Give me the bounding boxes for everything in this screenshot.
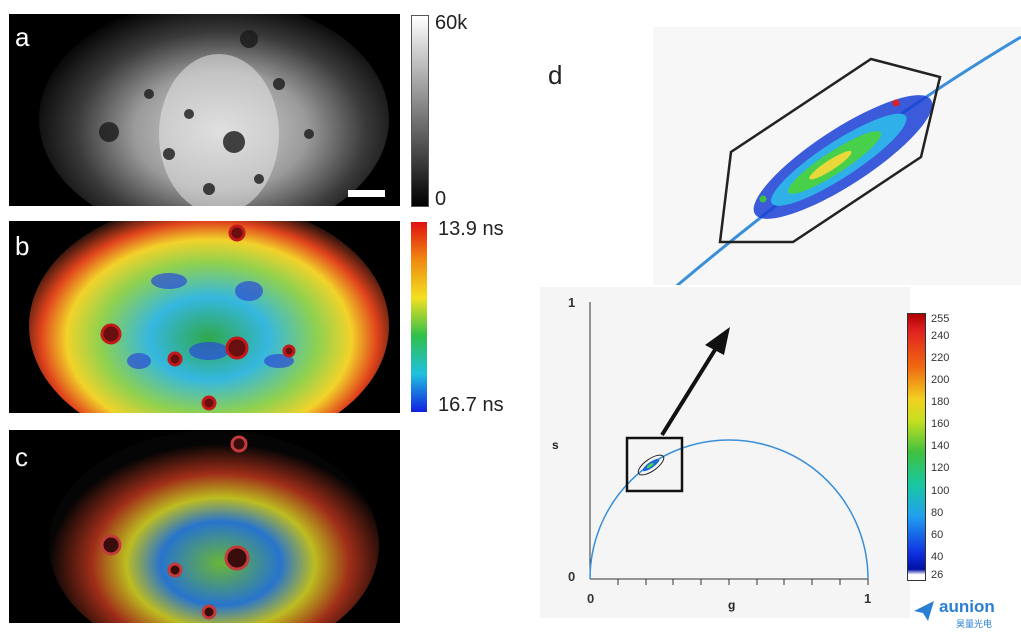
scale-bar [348,190,385,197]
phasor-zoom-panel [653,27,1021,291]
g-tick-0: 0 [587,591,595,606]
count-tick: 220 [931,352,950,364]
panel-letter-c: c [15,442,28,472]
count-tick: 240 [931,330,950,342]
brand-logo: aunion 昊量光电 [912,597,1017,631]
count-tick: 40 [931,551,944,563]
g-axis-label: g [728,598,736,612]
intensity-min-label: 0 [435,188,447,210]
overlay-image [9,430,400,623]
count-colorbar [907,313,926,581]
logo-subtitle: 昊量光电 [956,619,993,629]
s-tick-0: 0 [568,569,576,584]
panel-letter-a: a [15,22,30,52]
selection-hexagon [718,57,942,244]
count-tick: 255 [931,313,950,325]
panel-letter-d: d [548,60,563,90]
intensity-image-panel: a [9,14,400,206]
g-tick-1: 1 [864,591,872,606]
g-axis-ticks [617,579,869,585]
count-tick: 60 [931,529,944,541]
count-tick: 80 [931,507,944,519]
s-axis-label: s [552,438,559,452]
intensity-max-label: 60k [435,12,468,34]
phasor-plot-panel: 1 0 s 0 1 g [540,287,910,618]
lifetime-map [9,221,400,413]
universal-semicircle [589,439,869,580]
logo-name: aunion [939,597,995,616]
red-marker [892,99,900,107]
count-tick: 180 [931,396,950,408]
lifetime-top-label: 13.9 ns [438,218,504,240]
green-marker [759,195,767,203]
lifetime-map-panel: b [9,221,400,413]
count-tick: 100 [931,485,950,497]
panel-letter-b: b [15,231,30,261]
phasor-zoom [672,35,1021,291]
overlay-image-panel: c [9,430,400,623]
paper-plane-icon [914,601,934,621]
lifetime-colorbar [411,222,427,412]
zoom-arrow-head [705,327,730,355]
intensity-colorbar [411,15,429,207]
count-tick: 140 [931,440,950,452]
zoom-arrow-line [660,343,720,437]
phasor-plot [589,302,869,585]
count-tick: 26 [931,569,944,581]
lifetime-bottom-label: 16.7 ns [438,394,504,416]
count-tick: 160 [931,418,950,430]
count-tick: 200 [931,374,950,386]
count-tick: 120 [931,462,950,474]
s-tick-1: 1 [568,295,576,310]
intensity-image [9,14,400,206]
zoom-box [625,436,684,493]
